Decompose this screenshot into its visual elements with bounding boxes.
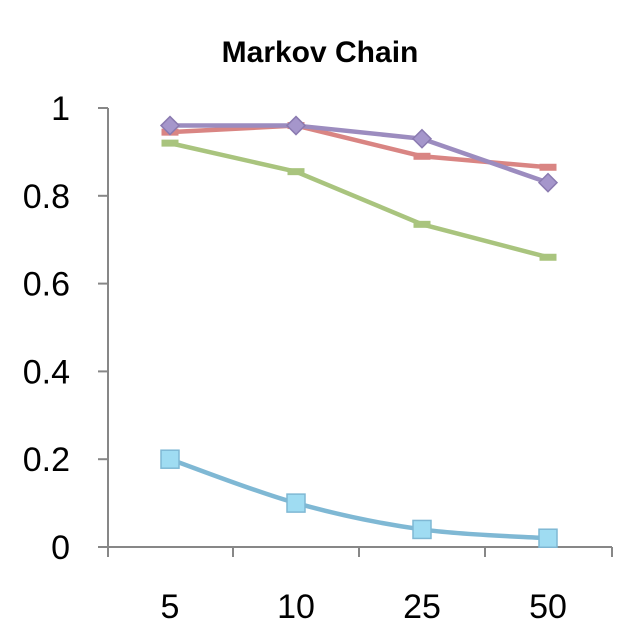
data-point xyxy=(538,528,558,548)
data-point xyxy=(411,128,433,149)
data-point xyxy=(285,115,307,136)
x-tick-label: 5 xyxy=(161,588,180,626)
data-point xyxy=(161,139,179,147)
series-line xyxy=(167,123,551,185)
x-tick-label: 10 xyxy=(277,588,315,626)
y-axis-ticks: 0 0.2 0.4 0.6 0.8 1 xyxy=(23,90,108,567)
data-point xyxy=(287,168,305,176)
series-4 xyxy=(159,115,559,193)
chart-title: Markov Chain xyxy=(222,36,419,69)
y-tick-label: 0.4 xyxy=(23,353,70,391)
y-tick-label: 1 xyxy=(51,90,70,128)
y-tick-label: 0.8 xyxy=(23,178,70,216)
series-1 xyxy=(160,449,558,548)
series-line xyxy=(167,456,551,541)
data-point xyxy=(539,253,557,261)
data-point xyxy=(160,449,180,469)
series-layer xyxy=(159,115,559,548)
data-point xyxy=(413,220,431,228)
series-line xyxy=(167,140,551,260)
data-point xyxy=(286,493,306,513)
data-point xyxy=(537,172,559,193)
y-tick-label: 0 xyxy=(51,529,70,567)
y-tick-label: 0.2 xyxy=(23,441,70,479)
data-point xyxy=(159,115,181,136)
y-tick-label: 0.6 xyxy=(23,266,70,304)
x-axis-ticks: 5 10 25 50 xyxy=(107,547,613,626)
x-tick-label: 50 xyxy=(529,588,567,626)
data-point xyxy=(413,152,431,160)
data-point xyxy=(412,519,432,540)
series-3 xyxy=(161,139,557,261)
x-tick-label: 25 xyxy=(403,588,441,626)
axes xyxy=(107,108,612,548)
data-point xyxy=(539,163,557,171)
